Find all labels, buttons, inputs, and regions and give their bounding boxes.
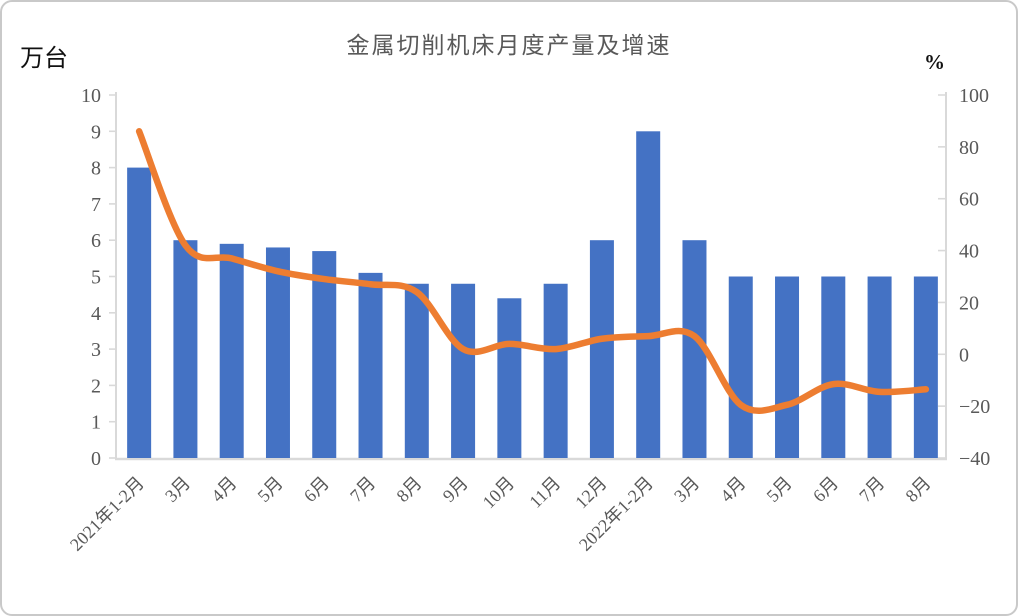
bar: [219, 243, 244, 458]
bar: [775, 276, 800, 458]
x-tick-label: 10月: [479, 473, 519, 513]
x-tick-label: 12月: [571, 473, 611, 513]
x-tick-label: 3月: [670, 473, 703, 506]
y-tick-label-right: 80: [959, 137, 979, 159]
chart-title: 金属切削机床月度产量及增速: [346, 33, 672, 58]
y-tick-label-left: 1: [91, 412, 101, 434]
bar: [127, 167, 152, 458]
y-tick-label-left: 9: [91, 121, 101, 143]
y-tick-label-right: 100: [959, 85, 989, 107]
bar: [265, 247, 290, 458]
x-axis-labels: 2021年1-2月 3月 4月 5月 6月 7月 8月 9月 10月 11月 12月2022年1-2…: [66, 473, 935, 555]
x-tick-label: 4月: [716, 473, 749, 506]
y-tick-label-right: −20: [959, 396, 990, 418]
growth-line: [135, 128, 930, 415]
x-tick-label: 6月: [809, 473, 842, 506]
y-tick-label-right: 0: [959, 344, 969, 366]
bar: [497, 298, 522, 458]
bar: [451, 283, 476, 458]
y-tick-label-left: 0: [91, 448, 101, 470]
bar: [821, 276, 846, 458]
left-axis-unit-label: 万台: [20, 46, 68, 72]
y-tick-label-left: 7: [91, 194, 101, 216]
y-tick-label-right: 20: [959, 292, 979, 314]
bar: [867, 276, 892, 458]
x-tick-label: 6月: [300, 473, 333, 506]
y-tick-label-left: 3: [91, 339, 101, 361]
x-tick-label: 8月: [392, 473, 425, 506]
bar: [358, 272, 383, 458]
x-tick-label: 5月: [763, 473, 796, 506]
bar: [173, 240, 198, 458]
bar: [589, 240, 614, 458]
x-tick-label: 4月: [207, 473, 240, 506]
y-tick-label-left: 10: [81, 85, 101, 107]
bar: [913, 276, 938, 458]
bar: [543, 283, 568, 458]
x-tick-label: 11月: [525, 473, 564, 512]
y-tick-label-left: 6: [91, 230, 101, 252]
bar: [728, 276, 753, 458]
y-tick-label-left: 2: [91, 375, 101, 397]
x-tick-label: 5月: [254, 473, 287, 506]
x-tick-label: 7月: [346, 473, 379, 506]
bar: [312, 251, 337, 458]
y-tick-label-left: 8: [91, 158, 101, 180]
right-axis-unit-label: %: [924, 50, 945, 74]
y-axis-right: −40 −20 0 20 40 60 80 100: [938, 85, 990, 470]
x-tick-label: 8月: [901, 473, 934, 506]
x-tick-label: 9月: [439, 473, 472, 506]
y-tick-label-right: −40: [959, 448, 990, 470]
x-tick-label: 3月: [161, 473, 194, 506]
y-tick-label-right: 40: [959, 241, 979, 263]
x-tick-label: 7月: [855, 473, 888, 506]
y-tick-label-left: 5: [91, 267, 101, 289]
y-axis-left: 0 1 2 3 4 5 6 7 8 9 10: [81, 85, 117, 470]
y-tick-label-right: 60: [959, 189, 979, 211]
bar-series: [127, 131, 938, 459]
y-tick-label-left: 4: [91, 303, 101, 325]
bar: [636, 131, 661, 459]
x-tick-label: 2021年1-2月: [66, 473, 148, 555]
bar: [404, 283, 429, 458]
